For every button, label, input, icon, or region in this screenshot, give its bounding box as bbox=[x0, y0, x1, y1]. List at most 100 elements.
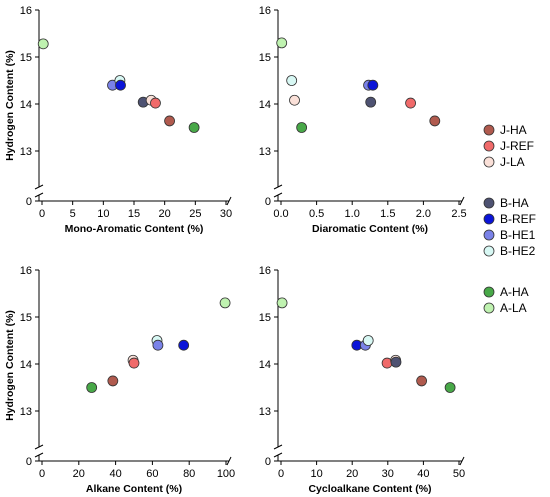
y-axis-label: Hydrogen Content (%) bbox=[4, 310, 16, 421]
x-tick-label: 1.5 bbox=[380, 208, 395, 220]
y-tick-label: 16 bbox=[20, 265, 32, 277]
chart-panel-1: 13 14 15 16 00 5 10 15 20 25 30 Mono-Aromatic Conte… bbox=[4, 5, 232, 235]
x-axis-label: Alkane Content (%) bbox=[86, 483, 182, 495]
data-point-b-he2 bbox=[286, 75, 298, 86]
y-axis-break-mark bbox=[34, 192, 44, 198]
data-point-a-la bbox=[37, 38, 49, 50]
y-tick-label: 0 bbox=[26, 196, 32, 208]
x-axis-break-mark bbox=[459, 456, 465, 466]
x-tick-label: 25 bbox=[189, 208, 201, 220]
x-tick-label: 2.5 bbox=[451, 208, 466, 220]
legend-label-b-ha: B-HA bbox=[500, 196, 529, 210]
y-tick-label: 0 bbox=[265, 196, 271, 208]
x-tick-label: 15 bbox=[128, 208, 140, 220]
x-tick-label: 60 bbox=[146, 468, 158, 480]
data-point-b-ref bbox=[178, 339, 190, 351]
legend-marker-j-la bbox=[483, 156, 495, 168]
x-axis-label: Cycloalkane Content (%) bbox=[308, 483, 431, 495]
y-tick-label: 14 bbox=[20, 99, 32, 111]
data-point-b-ref bbox=[367, 79, 379, 91]
y-tick-label: 15 bbox=[259, 312, 271, 324]
data-point-a-ha bbox=[188, 122, 200, 133]
x-axis-label: Diaromatic Content (%) bbox=[312, 223, 428, 235]
data-point-j-ref bbox=[405, 97, 416, 109]
legend-label-j-la: J-LA bbox=[500, 155, 525, 169]
data-point-j-ref bbox=[150, 97, 161, 109]
x-tick-label: 40 bbox=[109, 468, 121, 480]
x-tick-label: 10 bbox=[97, 208, 109, 220]
x-axis-break-mark bbox=[226, 456, 232, 466]
x-tick-label: 20 bbox=[346, 468, 358, 480]
legend-label-b-ref: B-REF bbox=[500, 212, 536, 226]
y-axis-break-mark bbox=[273, 452, 283, 458]
x-axis-break-mark bbox=[226, 196, 232, 206]
data-point-b-he1 bbox=[152, 339, 164, 351]
y-axis-break-mark bbox=[273, 444, 283, 450]
legend-marker-j-ha bbox=[483, 124, 495, 136]
legend-marker-b-he1 bbox=[483, 229, 495, 241]
data-point-j-la bbox=[289, 94, 300, 106]
x-tick-label: 1.0 bbox=[345, 208, 360, 220]
data-point-b-ha bbox=[365, 96, 377, 108]
x-tick-label: 80 bbox=[183, 468, 195, 480]
legend: J-HA J-REF J-LA B-HA B-REF B-HE1 B-HE2 A-HA A-LA bbox=[483, 123, 536, 315]
x-tick-label: 40 bbox=[417, 468, 429, 480]
y-tick-label: 16 bbox=[259, 5, 271, 17]
data-point-a-ha bbox=[86, 382, 98, 393]
legend-marker-a-ha bbox=[483, 286, 495, 298]
legend-marker-b-ref bbox=[483, 213, 495, 225]
y-tick-label: 15 bbox=[20, 312, 32, 324]
data-point-a-la bbox=[276, 297, 288, 309]
x-tick-label: 30 bbox=[382, 468, 394, 480]
x-tick-label: 0.5 bbox=[309, 208, 324, 220]
y-tick-label: 0 bbox=[265, 456, 271, 468]
y-tick-label: 13 bbox=[20, 406, 32, 418]
legend-label-a-la: A-LA bbox=[500, 301, 527, 315]
y-axis-break-mark bbox=[34, 452, 44, 458]
y-tick-label: 14 bbox=[259, 359, 271, 371]
chart-panel-2: 13 14 15 16 00.0 0.5 1.0 1.5 2.0 2.5 Diaromatic Co… bbox=[259, 5, 467, 235]
legend-label-b-he1: B-HE1 bbox=[500, 228, 536, 242]
chart-panel-4: 13 14 15 16 00 10 20 30 40 50 Cycloalkane Content … bbox=[259, 265, 465, 495]
x-tick-label: 5 bbox=[70, 208, 76, 220]
legend-marker-j-ref bbox=[483, 140, 495, 152]
legend-label-b-he2: B-HE2 bbox=[500, 244, 536, 258]
x-tick-label: 30 bbox=[220, 208, 232, 220]
x-tick-label: 10 bbox=[310, 468, 322, 480]
y-axis-break-mark bbox=[273, 184, 283, 190]
data-point-b-ha bbox=[390, 356, 402, 368]
y-axis-break-mark bbox=[34, 444, 44, 450]
data-point-a-la bbox=[219, 297, 231, 309]
data-point-b-he2 bbox=[362, 335, 374, 346]
y-tick-label: 0 bbox=[26, 456, 32, 468]
legend-label-j-ha: J-HA bbox=[500, 123, 527, 137]
data-point-j-ref bbox=[128, 357, 140, 369]
data-point-j-ha bbox=[429, 115, 441, 127]
x-tick-label: 50 bbox=[453, 468, 465, 480]
y-tick-label: 14 bbox=[259, 99, 271, 111]
y-tick-label: 14 bbox=[20, 359, 32, 371]
data-point-j-ha bbox=[416, 375, 428, 387]
x-tick-label: 20 bbox=[73, 468, 85, 480]
y-axis-label: Hydrogen Content (%) bbox=[4, 50, 16, 161]
y-tick-label: 16 bbox=[259, 265, 271, 277]
x-tick-label: 100 bbox=[217, 468, 235, 480]
x-axis-break-mark bbox=[459, 196, 465, 206]
x-tick-label: 0 bbox=[278, 468, 284, 480]
data-point-j-ha bbox=[107, 375, 119, 387]
legend-label-j-ref: J-REF bbox=[500, 139, 534, 153]
y-axis-break-mark bbox=[273, 192, 283, 198]
x-tick-label: 0.0 bbox=[273, 208, 288, 220]
x-tick-label: 20 bbox=[159, 208, 171, 220]
data-point-j-ha bbox=[164, 115, 175, 127]
x-tick-label: 2.0 bbox=[416, 208, 431, 220]
legend-marker-b-he2 bbox=[483, 245, 495, 257]
chart-panel-3: 13 14 15 16 00 20 40 60 80 100 Alkane Content (%) H… bbox=[4, 265, 235, 495]
legend-marker-a-la bbox=[483, 302, 495, 314]
y-tick-label: 13 bbox=[259, 406, 271, 418]
x-tick-label: 0 bbox=[39, 468, 45, 480]
data-point-b-ref bbox=[115, 79, 126, 91]
data-point-a-ha bbox=[296, 122, 308, 133]
y-axis-break-mark bbox=[34, 184, 44, 190]
